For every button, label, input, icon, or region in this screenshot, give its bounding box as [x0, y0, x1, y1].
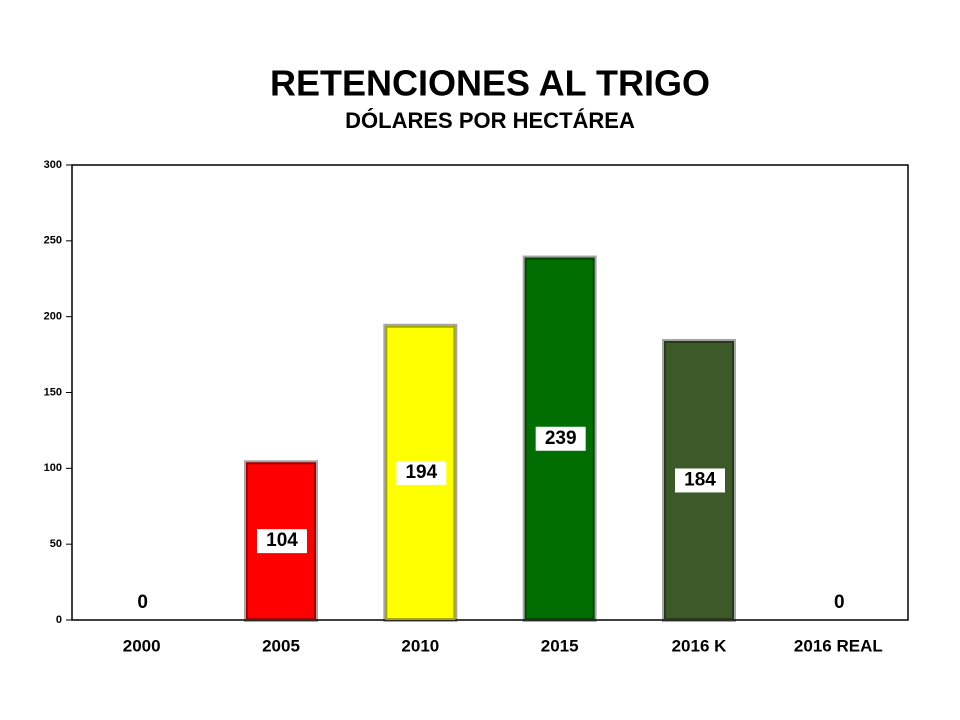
x-tick-label: 2016 REAL — [794, 636, 883, 655]
y-tick-label: 100 — [44, 462, 62, 474]
y-tick-label: 150 — [44, 386, 62, 398]
y-tick-label: 50 — [50, 538, 62, 550]
y-tick-label: 300 — [44, 159, 62, 171]
value-label: 194 — [405, 462, 437, 483]
value-label: 0 — [137, 592, 148, 613]
x-tick-label: 2010 — [401, 636, 439, 655]
x-tick-label: 2000 — [123, 636, 161, 655]
y-tick-label: 0 — [56, 614, 62, 626]
value-label-box — [257, 529, 307, 554]
x-tick-label: 2016 K — [672, 636, 728, 655]
chart-title: RETENCIONES AL TRIGO — [270, 63, 710, 104]
value-label: 104 — [266, 530, 298, 551]
chart-subtitle: DÓLARES POR HECTÁREA — [345, 108, 635, 133]
y-tick-label: 250 — [44, 235, 62, 247]
x-tick-label: 2015 — [541, 636, 579, 655]
value-label: 0 — [834, 592, 845, 613]
value-label-box — [535, 426, 586, 451]
value-label-box — [675, 468, 725, 493]
x-tick-label: 2005 — [262, 636, 300, 655]
value-label: 184 — [684, 469, 716, 490]
value-label: 239 — [545, 428, 577, 449]
plot-frame — [71, 164, 909, 621]
y-tick-label: 200 — [44, 311, 62, 323]
value-label-box — [396, 460, 447, 485]
